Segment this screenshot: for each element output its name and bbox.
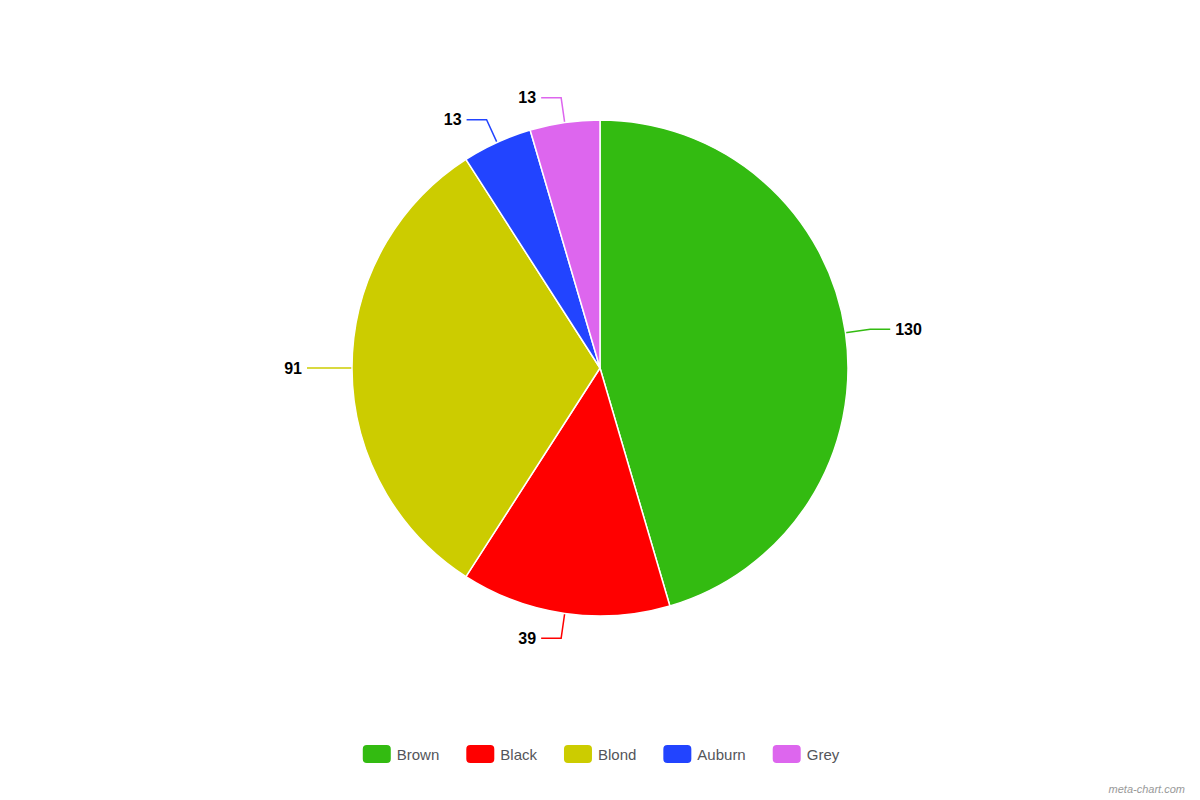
svg-text:Brown: Brown [397,746,440,763]
svg-text:13: 13 [444,111,462,128]
svg-text:91: 91 [284,360,302,377]
svg-text:39: 39 [518,630,536,647]
svg-text:meta-chart.com: meta-chart.com [1109,783,1185,795]
svg-text:Auburn: Auburn [697,746,745,763]
svg-text:13: 13 [518,89,536,106]
svg-text:Blond: Blond [598,746,636,763]
svg-text:Grey: Grey [807,746,840,763]
svg-text:Black: Black [500,746,537,763]
svg-text:130: 130 [895,321,922,338]
